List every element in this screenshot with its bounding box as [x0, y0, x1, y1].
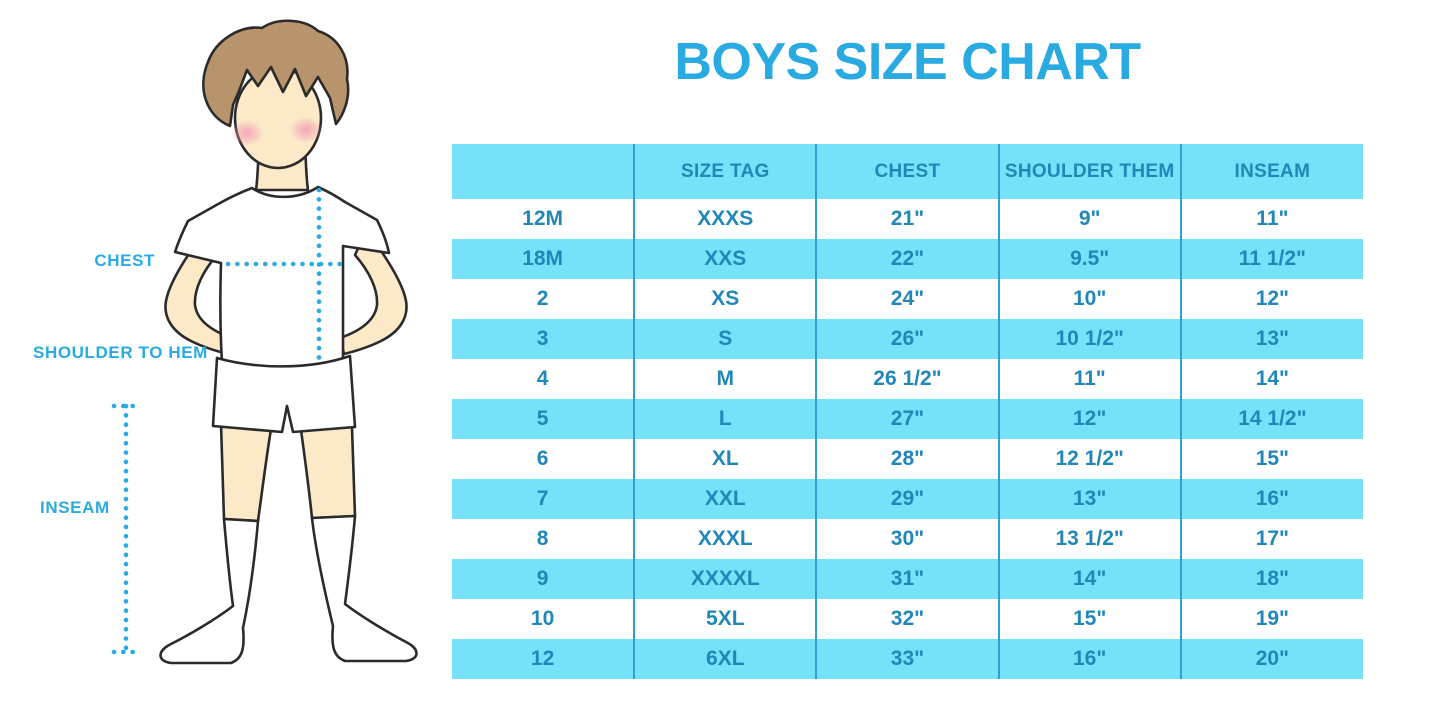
size-cell: 22" [815, 239, 999, 279]
page-title: BOYS SIZE CHART [674, 33, 1141, 91]
size-row-8: 8 XXXL 30" 13 1/2" 17" [452, 519, 1363, 559]
size-cell: 20" [1179, 639, 1363, 679]
size-cell: 19" [1179, 599, 1363, 639]
size-cell: 11 1/2" [1179, 239, 1363, 279]
size-cell: 28" [815, 439, 999, 479]
size-row-18m: 18M XXS 22" 9.5" 11 1/2" [452, 239, 1363, 279]
size-cell: 10" [997, 279, 1181, 319]
size-cell: 16" [997, 639, 1181, 679]
size-cell: 17" [1179, 519, 1363, 559]
size-row-12m: 12M XXXS 21" 9" 11" [452, 199, 1363, 239]
size-cell: 11" [1179, 199, 1363, 239]
size-cell: XXS [633, 239, 817, 279]
size-cell: 6 [452, 439, 635, 479]
size-cell: 5XL [633, 599, 817, 639]
inseam-label: INSEAM [40, 498, 110, 517]
size-cell: 11" [997, 359, 1181, 399]
size-row-2: 2 XS 24" 10" 12" [452, 279, 1363, 319]
size-cell: XXXXL [633, 559, 817, 599]
size-cell: XS [633, 279, 817, 319]
chest-label: CHEST [94, 251, 155, 270]
column-header-blank [452, 144, 635, 199]
size-row-10: 10 5XL 32" 15" 19" [452, 599, 1363, 639]
size-cell: 12M [452, 199, 635, 239]
size-row-6: 6 XL 28" 12 1/2" 15" [452, 439, 1363, 479]
left-arm [164, 236, 234, 356]
size-cell: 14 1/2" [1179, 399, 1363, 439]
right-leg [299, 425, 357, 520]
size-cell: 12 [452, 639, 635, 679]
column-header-shoulder-them: SHOULDER THEM [997, 144, 1181, 199]
size-cell: 2 [452, 279, 635, 319]
size-table-header-row: SIZE TAG CHEST SHOULDER THEM INSEAM [452, 144, 1363, 199]
size-cell: 7 [452, 479, 635, 519]
column-header-inseam: INSEAM [1179, 144, 1363, 199]
size-cell: 9 [452, 559, 635, 599]
measurement-lines [111, 187, 344, 655]
size-table-body: 12M XXXS 21" 9" 11" 18M XXS 22" 9.5" 11 1/2" 2 XS 24… [452, 199, 1363, 679]
right-sock [310, 514, 418, 663]
size-table: SIZE TAG CHEST SHOULDER THEM INSEAM 12M XXXS… [452, 144, 1363, 679]
size-row-4: 4 M 26 1/2" 11" 14" [452, 359, 1363, 399]
size-cell: 30" [815, 519, 999, 559]
size-cell: XXXS [633, 199, 817, 239]
column-header-size-tag: SIZE TAG [633, 144, 817, 199]
size-cell: 24" [815, 279, 999, 319]
size-row-9: 9 XXXXL 31" 14" 18" [452, 559, 1363, 599]
size-cell: 33" [815, 639, 999, 679]
size-cell: 10 1/2" [997, 319, 1181, 359]
size-cell: 9" [997, 199, 1181, 239]
size-cell: 29" [815, 479, 999, 519]
size-cell: 31" [815, 559, 999, 599]
size-cell: 12" [997, 399, 1181, 439]
left-cheek-blush [231, 120, 263, 146]
size-cell: 32" [815, 599, 999, 639]
size-cell: 9.5" [997, 239, 1181, 279]
size-cell: 14" [997, 559, 1181, 599]
size-cell: S [633, 319, 817, 359]
size-cell: XL [633, 439, 817, 479]
size-cell: 13" [1179, 319, 1363, 359]
size-cell: 13 1/2" [997, 519, 1181, 559]
size-row-5: 5 L 27" 12" 14 1/2" [452, 399, 1363, 439]
size-cell: 4 [452, 359, 635, 399]
size-cell: 15" [1179, 439, 1363, 479]
size-cell: 6XL [633, 639, 817, 679]
size-cell: 10 [452, 599, 635, 639]
column-header-chest: CHEST [815, 144, 999, 199]
right-cheek-blush [290, 117, 322, 143]
shoulder-to-hem-label: SHOULDER TO HEM [33, 343, 208, 362]
size-cell: 26" [815, 319, 999, 359]
size-cell: XXL [633, 479, 817, 519]
size-cell: 16" [1179, 479, 1363, 519]
left-leg [219, 422, 273, 523]
size-cell: 15" [997, 599, 1181, 639]
size-cell: 8 [452, 519, 635, 559]
measurement-figure: CHEST SHOULDER TO HEM INSEAM [0, 0, 450, 723]
right-arm [338, 236, 408, 356]
size-cell: 27" [815, 399, 999, 439]
left-sock [159, 517, 260, 665]
size-cell: 18M [452, 239, 635, 279]
size-row-7: 7 XXL 29" 13" 16" [452, 479, 1363, 519]
size-cell: 12 1/2" [997, 439, 1181, 479]
boy-illustration [111, 19, 418, 665]
size-cell: XXXL [633, 519, 817, 559]
size-cell: 5 [452, 399, 635, 439]
size-cell: 21" [815, 199, 999, 239]
size-row-3: 3 S 26" 10 1/2" 13" [452, 319, 1363, 359]
size-cell: 12" [1179, 279, 1363, 319]
shorts [211, 354, 357, 434]
size-cell: M [633, 359, 817, 399]
size-cell: 13" [997, 479, 1181, 519]
size-cell: 14" [1179, 359, 1363, 399]
size-cell: 18" [1179, 559, 1363, 599]
hair [202, 19, 350, 128]
size-cell: 3 [452, 319, 635, 359]
size-cell: L [633, 399, 817, 439]
size-cell: 26 1/2" [815, 359, 999, 399]
size-row-12: 12 6XL 33" 16" 20" [452, 639, 1363, 679]
